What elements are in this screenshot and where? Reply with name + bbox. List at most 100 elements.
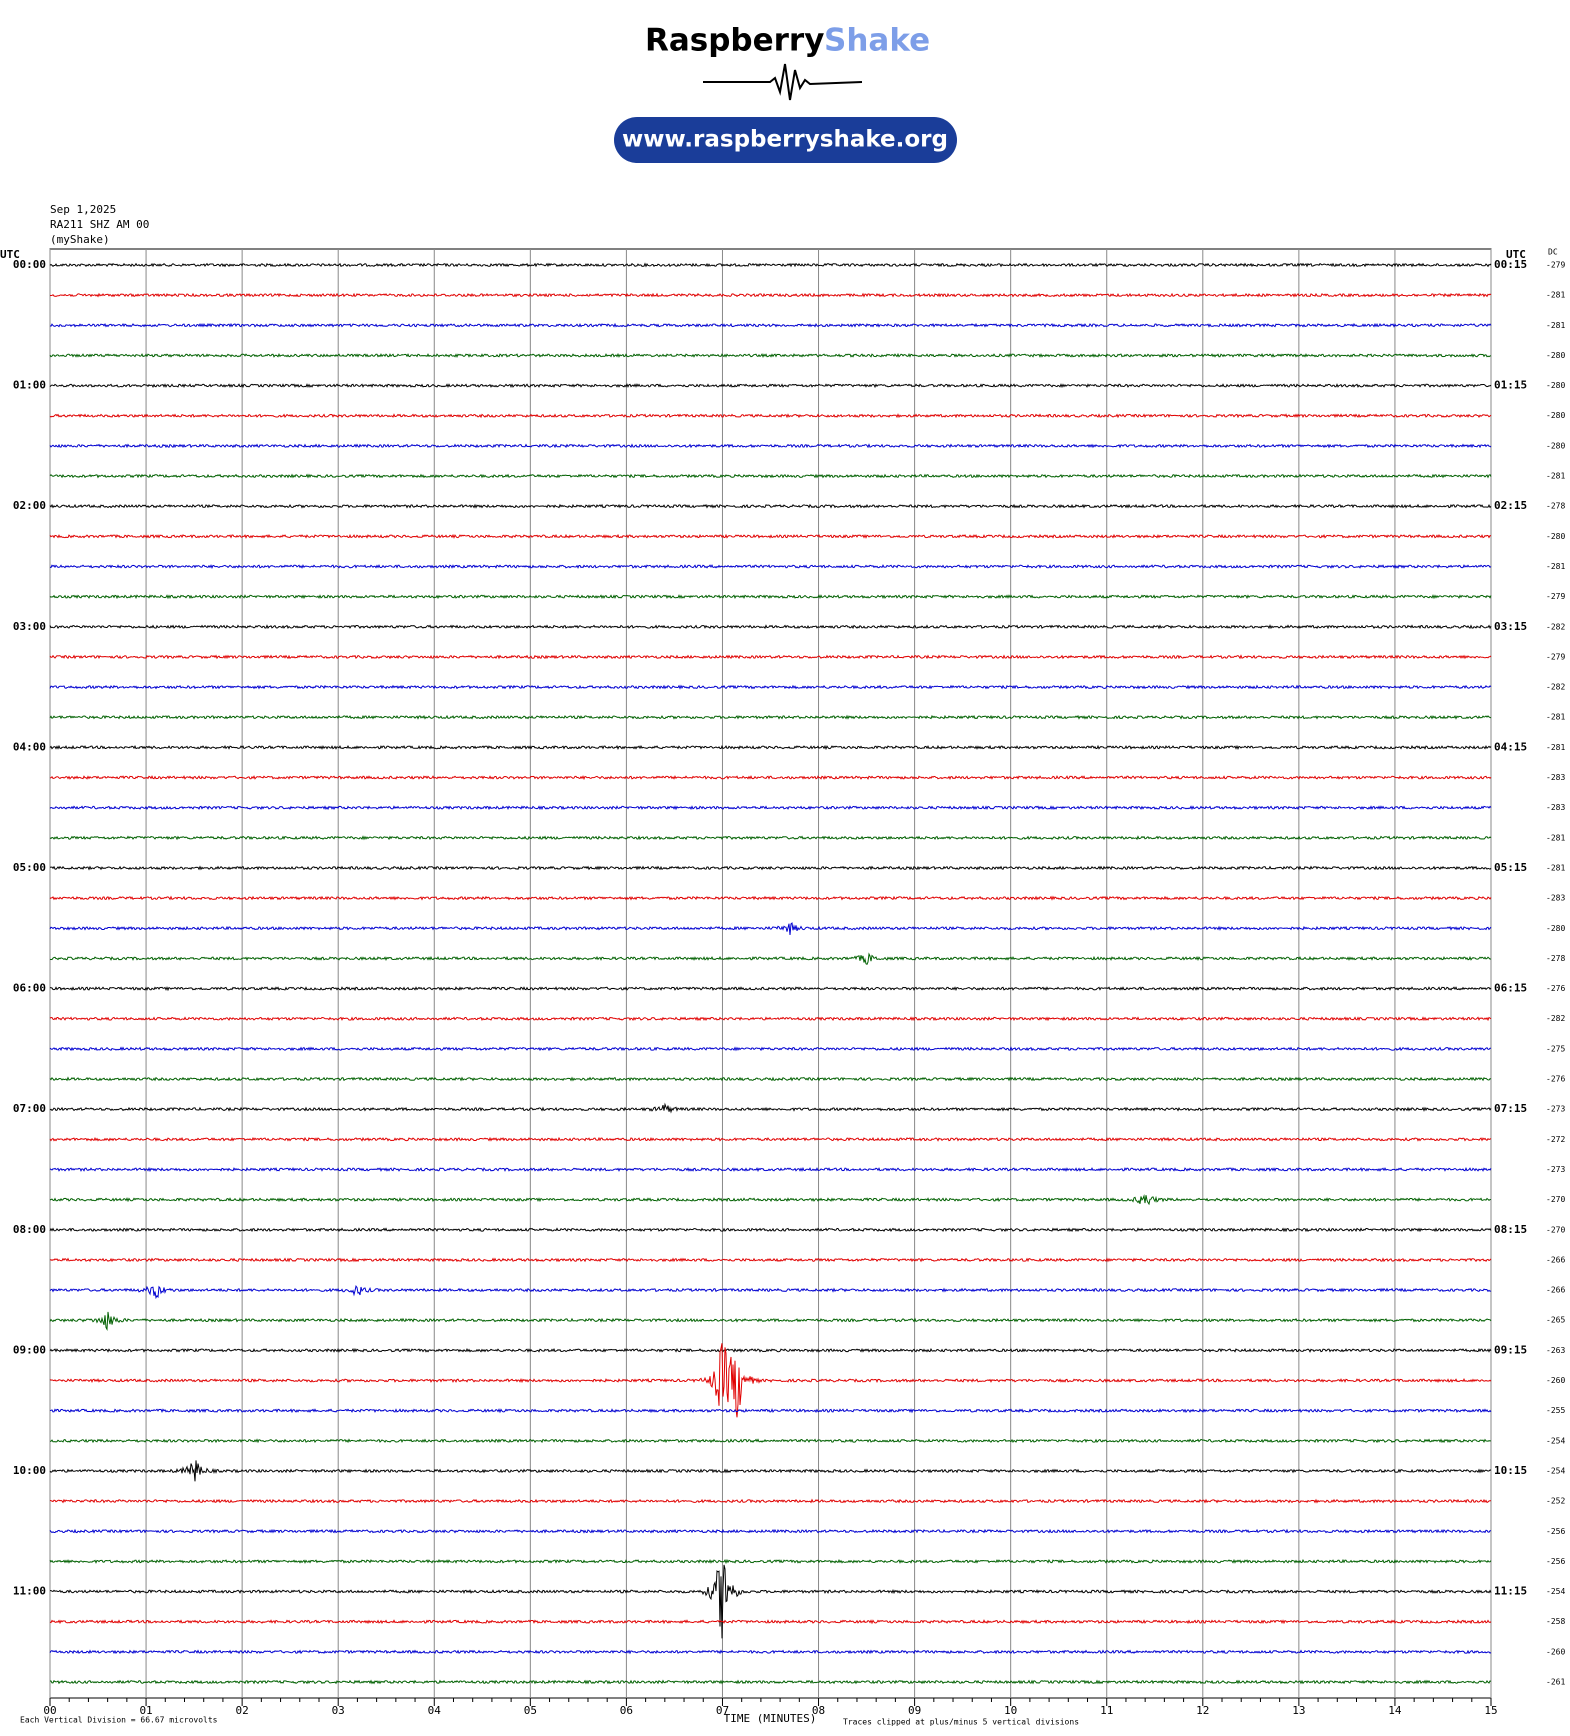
right-time: 04:15 xyxy=(1494,740,1527,753)
dc-value: -280 xyxy=(1546,381,1565,390)
trace xyxy=(49,775,1492,781)
trace xyxy=(49,1257,1492,1263)
dc-value: -254 xyxy=(1546,1466,1565,1475)
dc-value: -258 xyxy=(1546,1617,1565,1626)
dc-value: -278 xyxy=(1546,502,1565,511)
trace xyxy=(49,1166,1492,1173)
trace xyxy=(49,1076,1492,1082)
channel: RA211 SHZ AM 00 xyxy=(50,218,149,231)
trace xyxy=(49,1136,1492,1142)
trace xyxy=(49,1227,1492,1233)
trace xyxy=(50,1679,1492,1685)
url: www.raspberryshake.org xyxy=(622,127,948,153)
left-time: 07:00 xyxy=(13,1102,46,1115)
dc-value: -266 xyxy=(1546,1286,1565,1295)
left-time: 09:00 xyxy=(13,1343,46,1356)
dc-value: -281 xyxy=(1546,321,1565,330)
dc-value: -260 xyxy=(1546,1376,1565,1385)
x-tick-label: 11 xyxy=(1100,1704,1113,1717)
dc-value: -281 xyxy=(1546,713,1565,722)
x-tick-label: 09 xyxy=(908,1704,921,1717)
left-time: 02:00 xyxy=(13,499,46,512)
dc-value: -281 xyxy=(1546,743,1565,752)
trace xyxy=(49,292,1492,298)
x-tick-label: 04 xyxy=(428,1704,442,1717)
trace xyxy=(49,1046,1491,1052)
right-time: 07:15 xyxy=(1494,1102,1527,1115)
trace xyxy=(49,865,1492,871)
trace xyxy=(49,383,1492,389)
left-time: 05:00 xyxy=(13,861,46,874)
dc-value: -283 xyxy=(1546,773,1565,782)
dc-value: -279 xyxy=(1546,261,1565,270)
x-axis-label: TIME (MINUTES) xyxy=(724,1712,817,1725)
left-time: 08:00 xyxy=(13,1223,46,1236)
trace xyxy=(49,594,1492,600)
dc-value: -276 xyxy=(1546,984,1565,993)
dc-value: -281 xyxy=(1546,833,1565,842)
left-time: 00:00 xyxy=(13,258,46,271)
right-time: 11:15 xyxy=(1494,1585,1527,1598)
x-tick-label: 00 xyxy=(43,1704,56,1717)
dc-value: -281 xyxy=(1546,562,1565,571)
trace xyxy=(49,1016,1492,1022)
dc-value: -265 xyxy=(1546,1316,1565,1325)
left-time: 01:00 xyxy=(13,379,46,392)
trace xyxy=(49,352,1492,358)
left-time: 11:00 xyxy=(13,1585,46,1598)
logo-word: Shake xyxy=(824,23,930,59)
trace xyxy=(50,1438,1491,1444)
url-pill xyxy=(614,117,957,163)
right-time: 01:15 xyxy=(1494,379,1527,392)
left-time: 03:00 xyxy=(13,620,46,633)
clip-note: Traces clipped at plus/minus 5 vertical … xyxy=(843,1718,1079,1727)
dc-value: -283 xyxy=(1546,894,1565,903)
right-time: 00:15 xyxy=(1494,258,1527,271)
dc-value: -281 xyxy=(1546,863,1565,872)
trace xyxy=(49,952,1492,965)
dc-value: -254 xyxy=(1546,1436,1565,1445)
trace xyxy=(49,1619,1492,1625)
dc-value: -280 xyxy=(1546,532,1565,541)
dc-value: -282 xyxy=(1546,683,1565,692)
x-tick-label: 05 xyxy=(524,1704,537,1717)
plot-frame xyxy=(49,248,1492,1699)
trace xyxy=(49,564,1492,569)
right-time: 09:15 xyxy=(1494,1343,1527,1356)
x-tick-label: 10 xyxy=(1004,1704,1017,1717)
dc-value: -278 xyxy=(1546,954,1565,963)
trace xyxy=(49,986,1492,992)
dc-value: -280 xyxy=(1546,411,1565,420)
x-tick-label: 12 xyxy=(1196,1704,1209,1717)
dc-value: -273 xyxy=(1546,1105,1565,1114)
dc-value: -282 xyxy=(1546,1014,1565,1023)
x-tick-label: 02 xyxy=(236,1704,249,1717)
utc-header: UTC xyxy=(1506,248,1526,261)
x-tick-label: 06 xyxy=(620,1704,633,1717)
trace xyxy=(49,805,1492,811)
trace xyxy=(49,1194,1492,1206)
right-time: 08:15 xyxy=(1494,1223,1527,1236)
trace xyxy=(49,654,1492,660)
trace xyxy=(49,744,1492,751)
dc-value: -270 xyxy=(1546,1195,1565,1204)
trace xyxy=(49,322,1492,328)
trace xyxy=(49,1498,1491,1504)
logo-wave xyxy=(703,63,863,101)
dc-value: -280 xyxy=(1546,351,1565,360)
right-time: 10:15 xyxy=(1494,1464,1527,1477)
dc-value: -275 xyxy=(1546,1044,1565,1053)
trace xyxy=(49,922,1492,936)
dc-value: -263 xyxy=(1546,1346,1565,1355)
dc-value: -281 xyxy=(1546,291,1565,300)
date: Sep 1,2025 xyxy=(50,203,116,216)
trace xyxy=(49,1408,1492,1414)
division-note: Each Vertical Division = 66.67 microvolt… xyxy=(20,1716,218,1725)
trace xyxy=(49,684,1492,690)
trace xyxy=(49,443,1492,449)
x-tick-label: 01 xyxy=(139,1704,152,1717)
dc-value: -280 xyxy=(1546,441,1565,450)
trace xyxy=(49,413,1492,419)
